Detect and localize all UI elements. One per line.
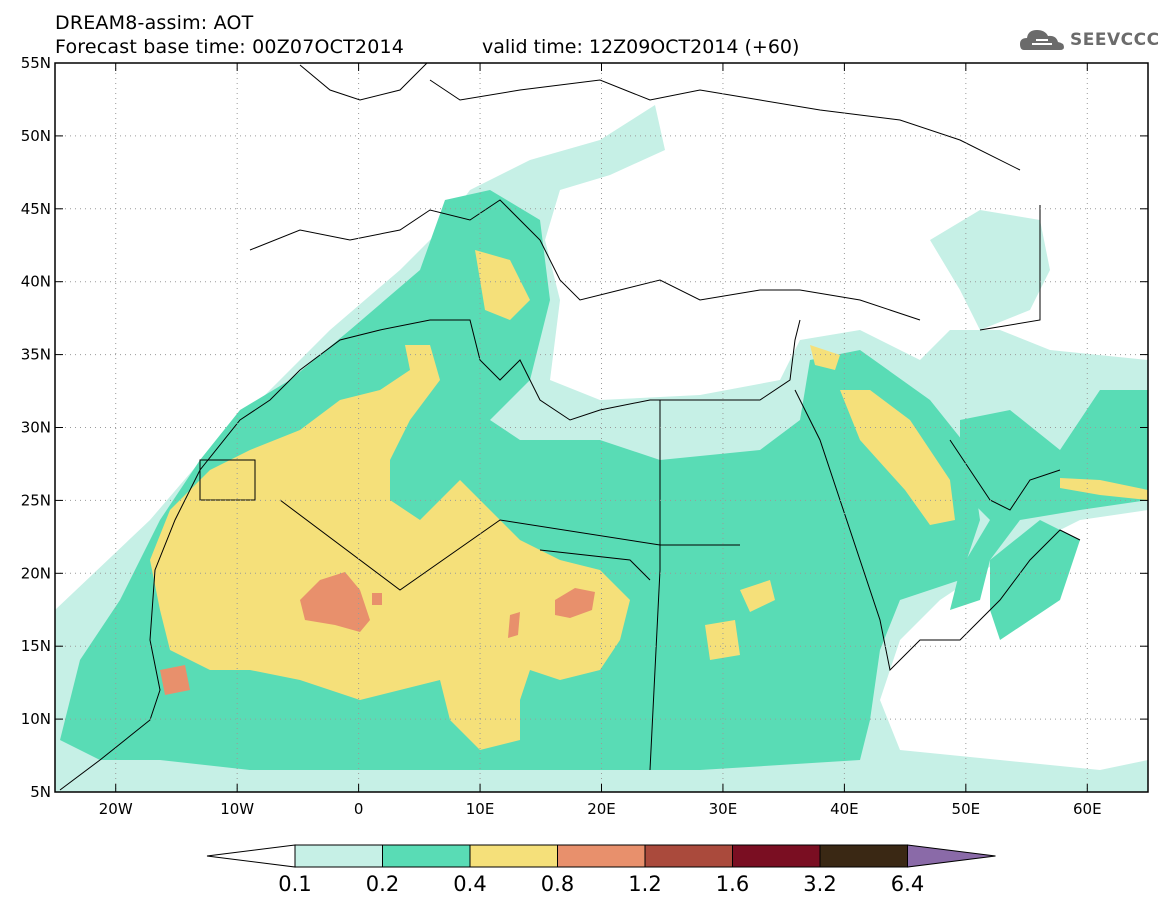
cloud-icon [1020, 30, 1064, 50]
lon-tick-label: 40E [830, 800, 859, 818]
lon-tick-label: 20W [99, 800, 133, 818]
valid-time: valid time: 12Z09OCT2014 (+60) [482, 36, 800, 58]
lat-tick-label: 45N [21, 200, 51, 218]
lat-tick-label: 40N [21, 273, 51, 291]
gridlines [55, 63, 1148, 792]
lon-tick-label: 50E [952, 800, 981, 818]
lat-tick-label: 55N [21, 54, 51, 72]
lon-tick-label: 30E [709, 800, 738, 818]
aot-band-0.4 [150, 250, 1148, 750]
lat-tick-label: 25N [21, 491, 51, 509]
lon-tick-label: 10E [466, 800, 495, 818]
lat-tick-label: 50N [21, 127, 51, 145]
lon-tick-label: 60E [1073, 800, 1102, 818]
lon-tick-label: 20E [587, 800, 616, 818]
logo-text: SEEVCCC [1070, 30, 1160, 50]
lat-tick-label: 20N [21, 564, 51, 582]
coastlines [59, 63, 1081, 791]
forecast-base-time: Forecast base time: 00Z07OCT2014 [55, 36, 405, 58]
map-title: DREAM8-assim: AOT [55, 12, 254, 34]
aot-band-0.8 [160, 572, 595, 695]
lat-tick-label: 5N [30, 783, 51, 801]
lat-tick-label: 15N [21, 637, 51, 655]
lon-tick-label: 10W [220, 800, 254, 818]
lon-tick-label: 0 [354, 800, 364, 818]
lat-tick-label: 10N [21, 710, 51, 728]
lat-tick-label: 35N [21, 346, 51, 364]
lat-tick-label: 30N [21, 419, 51, 437]
